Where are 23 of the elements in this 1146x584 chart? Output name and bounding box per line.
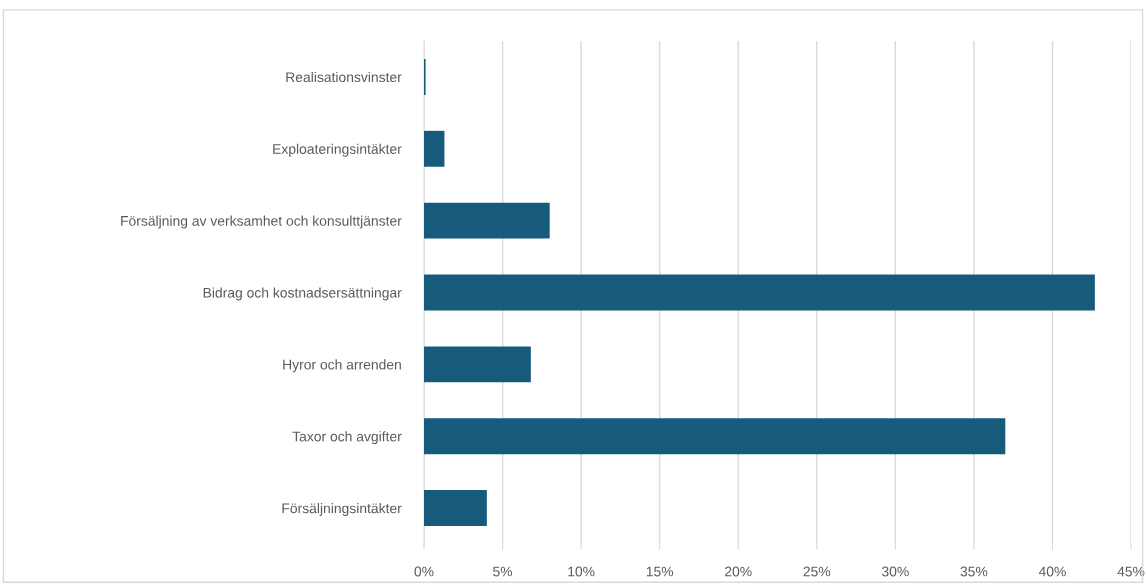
x-tick-label: 45% bbox=[1117, 566, 1145, 577]
x-tick-label: 35% bbox=[960, 566, 988, 577]
y-tick-label: Exploateringsintäkter bbox=[273, 143, 402, 157]
y-tick-label: Hyror och arrenden bbox=[283, 359, 401, 373]
y-tick-label: Taxor och avgifter bbox=[292, 431, 402, 445]
y-tick-label: Bidrag och kostnadsersättningar bbox=[203, 287, 402, 301]
bar bbox=[424, 130, 445, 167]
x-tick-label: 5% bbox=[493, 566, 513, 577]
bar bbox=[424, 274, 1095, 311]
bar bbox=[424, 202, 550, 239]
bar bbox=[424, 490, 487, 527]
x-tick-label: 25% bbox=[803, 566, 831, 577]
bar bbox=[424, 346, 531, 383]
x-tick-label: 20% bbox=[725, 566, 752, 577]
x-tick-label: 30% bbox=[881, 566, 909, 577]
y-tick-label: Försäljningsintäkter bbox=[282, 503, 402, 516]
y-tick-label: Realisationsvinster bbox=[286, 71, 402, 83]
x-tick-label: 15% bbox=[646, 566, 674, 577]
x-tick-label: 10% bbox=[568, 566, 595, 577]
bar bbox=[424, 418, 1006, 455]
y-tick-label: Försäljning av verksamhet och konsulttjänster bbox=[121, 215, 402, 229]
x-tick-label: 40% bbox=[1038, 566, 1066, 577]
x-tick-label: 0% bbox=[414, 566, 434, 577]
